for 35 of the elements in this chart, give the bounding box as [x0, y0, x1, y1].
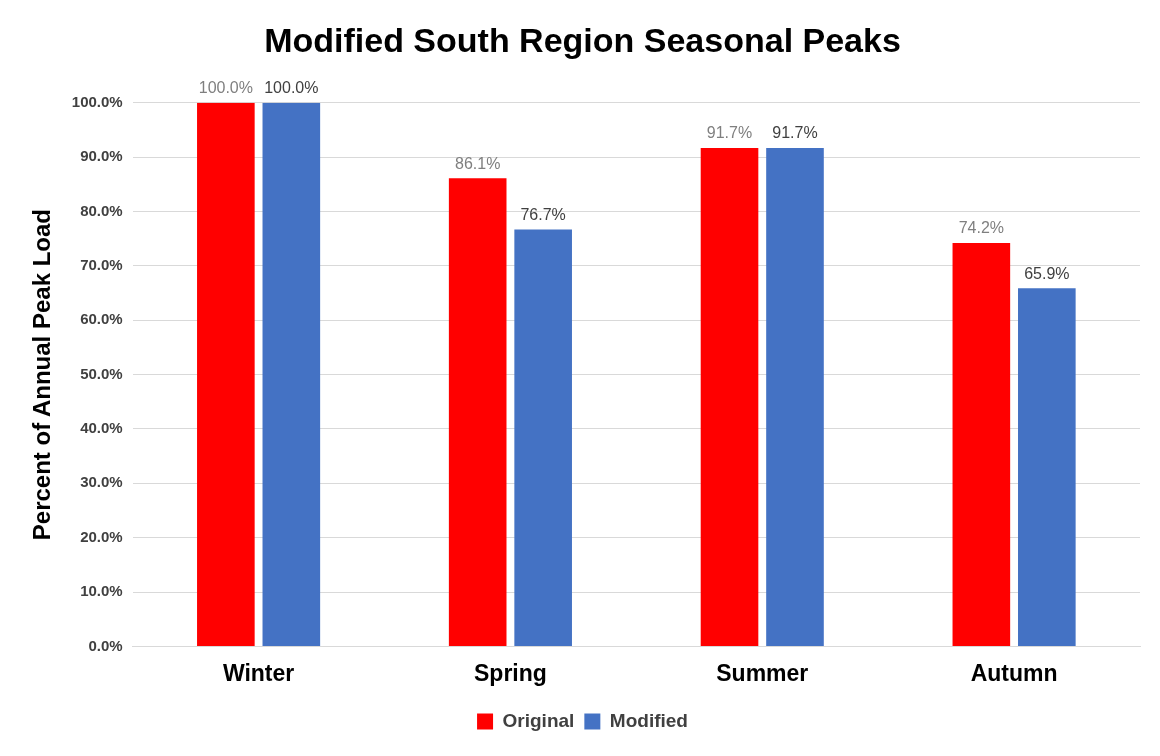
y-tick-label: 60.0%: [80, 310, 123, 328]
y-tick-label: 100.0%: [71, 92, 123, 110]
x-tick-label: Summer: [716, 659, 809, 686]
x-tick-label: Winter: [222, 659, 295, 686]
data-label: 86.1%: [455, 154, 501, 172]
y-tick-label: 50.0%: [80, 364, 123, 382]
y-tick-label: 90.0%: [80, 147, 123, 165]
data-label: 76.7%: [520, 205, 566, 223]
data-label: 74.2%: [958, 219, 1005, 237]
legend-label: Original: [502, 709, 575, 731]
bar: [514, 229, 572, 646]
y-tick-label: 10.0%: [80, 582, 123, 600]
y-tick-label: 30.0%: [80, 473, 123, 491]
x-tick-label: Autumn: [970, 659, 1058, 686]
data-label: 65.9%: [1024, 264, 1070, 282]
legend-label: Modified: [609, 709, 688, 731]
bar: [952, 243, 1011, 646]
y-tick-label: 0.0%: [88, 636, 123, 654]
bar: [766, 147, 824, 646]
bar: [197, 102, 255, 646]
data-label: 100.0%: [264, 79, 319, 97]
data-label: 100.0%: [198, 79, 253, 97]
y-tick-label: 40.0%: [80, 419, 123, 437]
data-label: 91.7%: [706, 124, 753, 142]
chart-title: Modified South Region Seasonal Peaks: [264, 20, 901, 59]
y-tick-label: 80.0%: [80, 201, 123, 219]
y-tick-label: 70.0%: [80, 256, 123, 274]
data-label: 91.7%: [772, 124, 818, 142]
bar: [1018, 288, 1076, 646]
x-tick-label: Spring: [474, 659, 547, 686]
bar: [700, 147, 759, 646]
y-axis-title: Percent of Annual Peak Load: [28, 209, 56, 541]
bar: [262, 102, 321, 646]
y-tick-label: 20.0%: [80, 527, 123, 545]
bar: [448, 178, 507, 646]
